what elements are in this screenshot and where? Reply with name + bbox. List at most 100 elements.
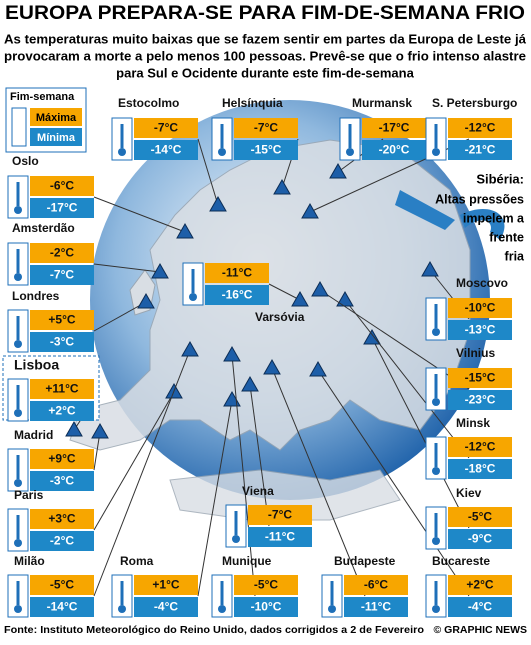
max-cell xyxy=(248,505,312,525)
min-cell xyxy=(205,285,269,305)
max-cell xyxy=(30,379,94,399)
max-cell xyxy=(448,118,512,138)
annotation-title: Sibéria: xyxy=(476,171,524,186)
max-cell xyxy=(30,243,94,263)
min-temp: -14°C xyxy=(151,143,182,157)
annotation-line: Altas pressões xyxy=(435,192,524,206)
max-temp: +2°C xyxy=(466,578,493,592)
min-temp: -21°C xyxy=(465,143,496,157)
subtitle-line: para Sul e Ocidente durante este fim-de-… xyxy=(116,65,414,80)
arrow-curl xyxy=(460,209,505,240)
thermometer-bulb xyxy=(218,148,226,156)
city-name: Moscovo xyxy=(456,276,508,290)
leader-line xyxy=(268,283,301,301)
thermometer-bulb xyxy=(432,605,440,613)
min-cell xyxy=(362,140,426,160)
city-name: Varsóvia xyxy=(255,310,305,324)
city-marker xyxy=(363,328,381,345)
leader-line xyxy=(93,391,175,531)
max-cell xyxy=(30,509,94,529)
city-marker xyxy=(311,280,329,297)
annotation-line: fria xyxy=(505,249,526,263)
min-temp: -15°C xyxy=(251,143,282,157)
max-cell xyxy=(134,118,198,138)
min-temp: -4°C xyxy=(468,600,492,614)
city-marker xyxy=(301,202,319,219)
city-marker xyxy=(263,358,281,375)
city-name: Madrid xyxy=(14,428,53,442)
subtitle-line: As temperaturas muito baixas que se faze… xyxy=(4,31,527,46)
min-temp: -9°C xyxy=(468,532,492,546)
thermometer-bulb xyxy=(14,605,22,613)
min-cell xyxy=(448,529,512,549)
thermometer-bulb xyxy=(432,398,440,406)
leader-line xyxy=(231,354,256,597)
max-temp: +3°C xyxy=(48,512,75,526)
min-temp: +2°C xyxy=(48,404,75,418)
thermometer-bulb xyxy=(328,605,336,613)
max-temp: -11°C xyxy=(222,266,252,280)
thermometer-bulb xyxy=(189,293,197,301)
leader-line xyxy=(93,196,186,233)
max-temp: -5°C xyxy=(468,510,492,524)
thermometer-bulb xyxy=(432,148,440,156)
max-cell xyxy=(234,118,298,138)
max-temp: -6°C xyxy=(364,578,388,592)
max-cell xyxy=(448,298,512,318)
city-name: Munique xyxy=(222,554,272,568)
max-temp: -15°C xyxy=(465,371,496,385)
thermometer-bulb xyxy=(14,340,22,348)
city-name: Amsterdão xyxy=(12,221,75,235)
thermometer-bulb xyxy=(118,148,126,156)
min-temp: -11°C xyxy=(361,600,391,614)
min-cell xyxy=(30,401,94,421)
thermometer-bulb xyxy=(432,537,440,545)
leader-line xyxy=(249,384,270,527)
legend-max-swatch xyxy=(30,108,82,126)
thermometer-bulb xyxy=(14,479,22,487)
thermometer-bulb xyxy=(432,467,440,475)
min-cell xyxy=(30,332,94,352)
min-temp: -13°C xyxy=(465,323,496,337)
city-marker xyxy=(336,290,354,307)
min-temp: -2°C xyxy=(50,534,74,548)
min-cell xyxy=(448,390,512,410)
city-name: Oslo xyxy=(12,154,39,168)
max-cell xyxy=(134,575,198,595)
max-temp: -2°C xyxy=(50,246,74,260)
city-marker xyxy=(65,420,83,437)
min-temp: -7°C xyxy=(50,268,74,282)
min-cell xyxy=(30,597,94,617)
city-name: Roma xyxy=(120,554,154,568)
min-temp: -14°C xyxy=(47,600,78,614)
max-temp: -6°C xyxy=(50,179,74,193)
min-temp: -11°C xyxy=(265,530,295,544)
min-cell xyxy=(248,527,312,547)
min-cell xyxy=(30,531,94,551)
city-marker xyxy=(223,345,241,362)
city-marker xyxy=(421,260,439,277)
thermometer-bulb xyxy=(432,328,440,336)
thermometer-bulb xyxy=(14,206,22,214)
min-cell xyxy=(134,140,198,160)
max-cell xyxy=(30,449,94,469)
thermometer-bulb xyxy=(14,539,22,547)
min-cell xyxy=(234,140,298,160)
max-temp: -7°C xyxy=(268,508,292,522)
min-cell xyxy=(448,459,512,479)
city-name: Milão xyxy=(14,554,45,568)
max-cell xyxy=(448,507,512,527)
annotation-line: frente xyxy=(489,230,524,244)
city-name: Bucareste xyxy=(432,554,490,568)
max-cell xyxy=(30,176,94,196)
max-temp: -5°C xyxy=(254,578,278,592)
min-temp: -20°C xyxy=(379,143,410,157)
legend-min-swatch xyxy=(30,128,82,146)
max-cell xyxy=(448,437,512,457)
city-name: Minsk xyxy=(456,416,490,430)
city-marker xyxy=(91,422,109,439)
max-cell xyxy=(448,368,512,388)
min-temp: -23°C xyxy=(465,393,496,407)
max-cell xyxy=(344,575,408,595)
